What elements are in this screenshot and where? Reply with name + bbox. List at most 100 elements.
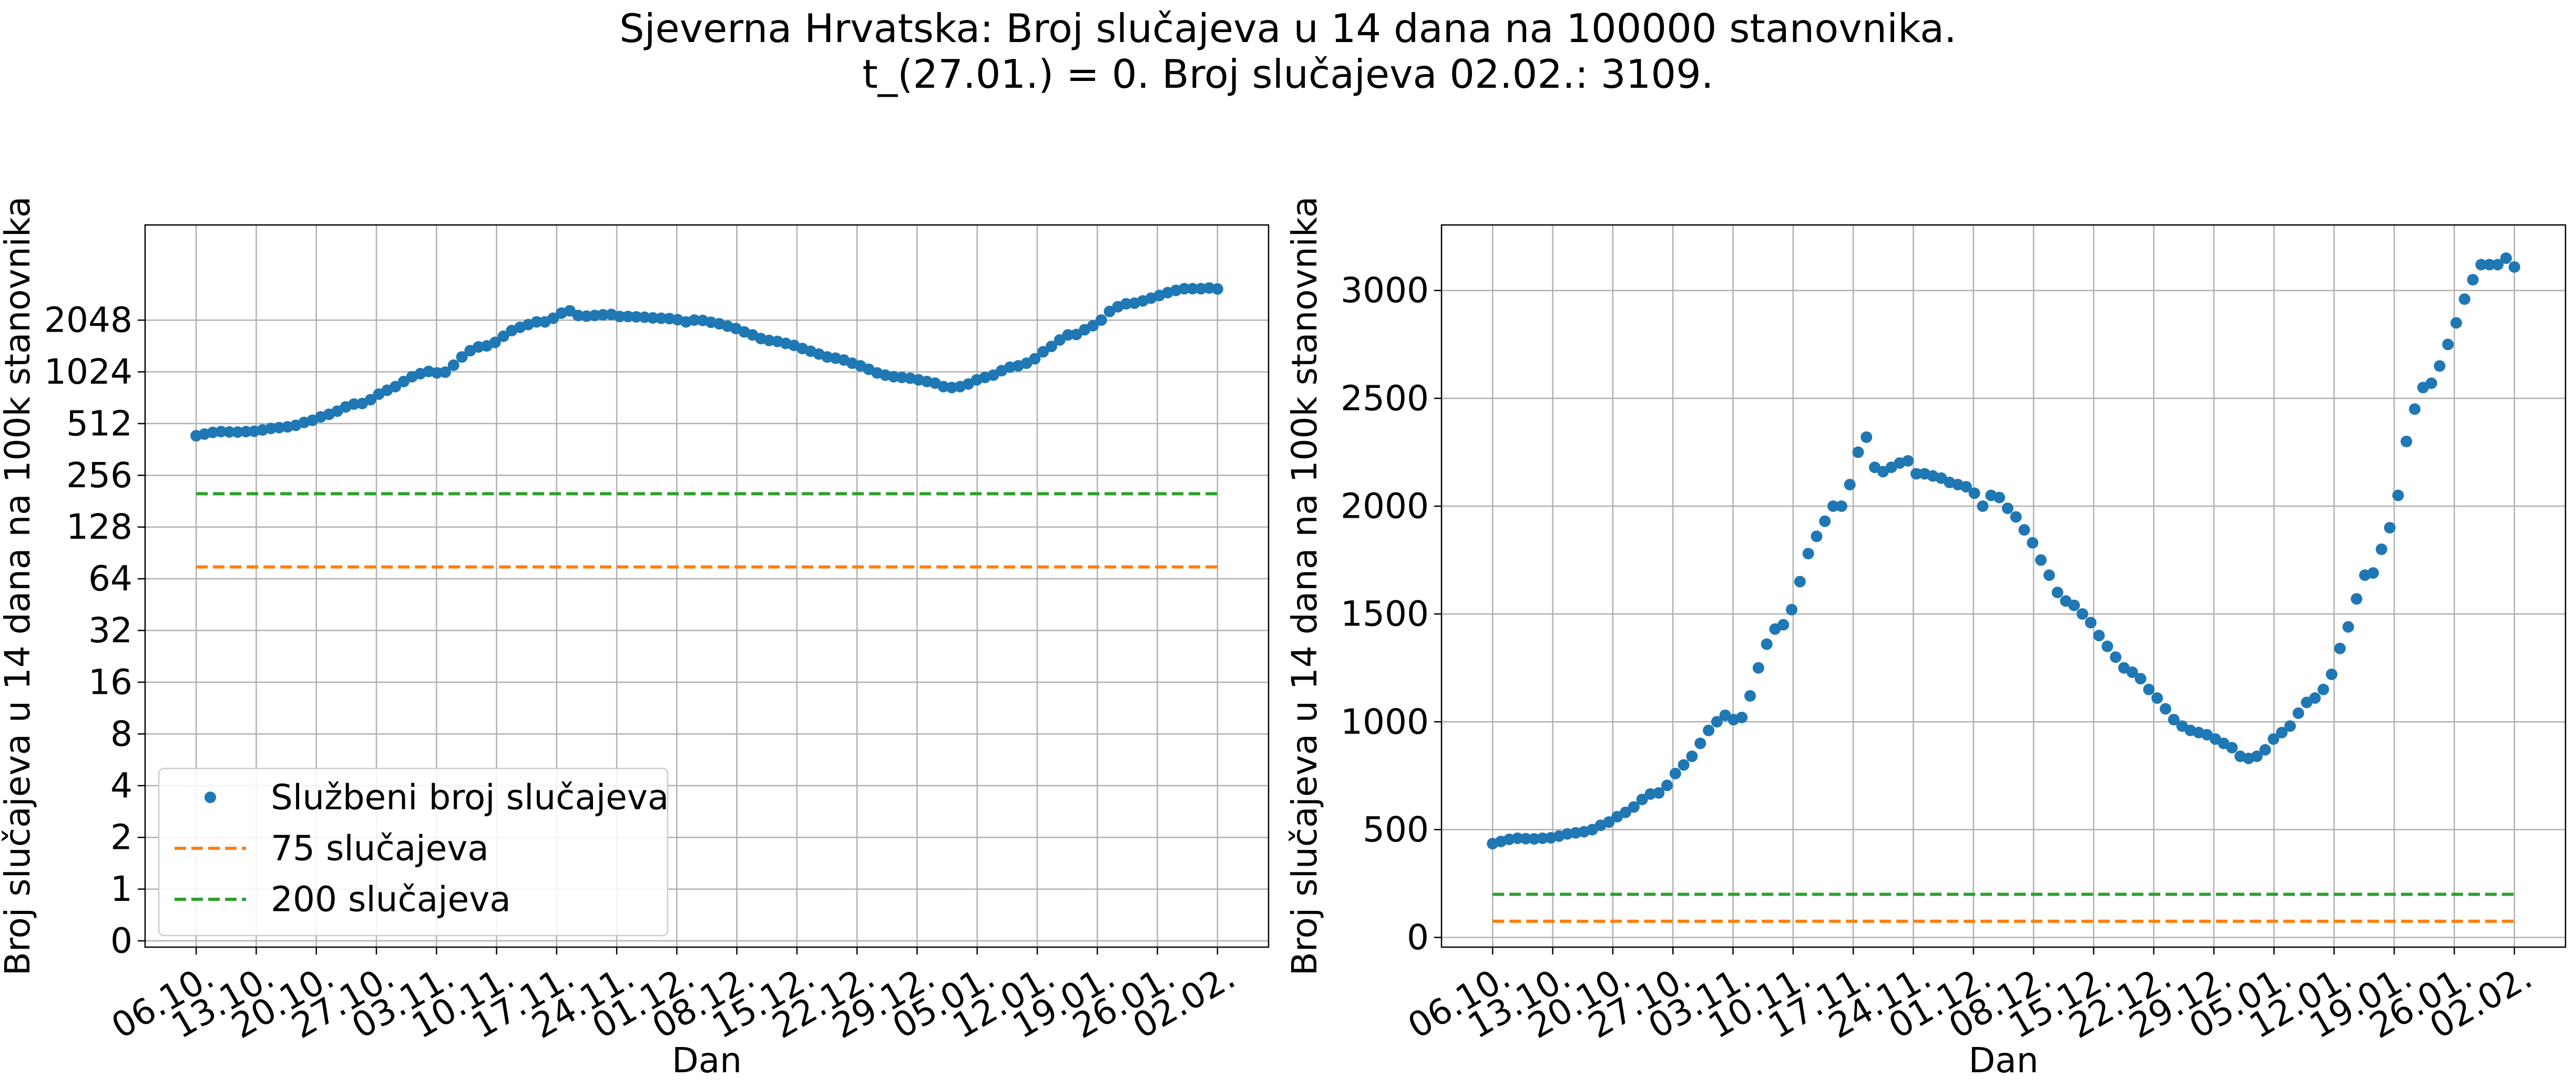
data-point xyxy=(2425,377,2437,389)
data-point xyxy=(1777,619,1790,631)
data-point xyxy=(232,426,244,438)
linear-scale-chart: 06.10.13.10.20.10.27.10.03.11.10.11.17.1… xyxy=(1284,197,2567,1081)
data-point xyxy=(622,311,634,323)
data-point xyxy=(348,398,360,410)
data-point xyxy=(589,310,601,322)
y-tick-label: 0 xyxy=(1407,917,1429,958)
figure-title-line-2: t_(27.01.) = 0. Broj slučajeva 02.02.: 3… xyxy=(862,51,1713,97)
data-point xyxy=(2251,750,2263,762)
y-tick-label: 256 xyxy=(66,455,132,496)
data-point xyxy=(390,381,402,393)
data-point xyxy=(1786,603,1798,615)
data-point xyxy=(530,316,543,328)
data-point xyxy=(2326,669,2338,681)
data-point xyxy=(1536,832,1548,844)
y-axis-label: Broj slučajeva u 14 dana na 100k stanovn… xyxy=(1284,197,1325,976)
x-axis-label: Dan xyxy=(1968,1040,2038,1081)
data-point xyxy=(2093,630,2105,642)
y-tick-label: 32 xyxy=(88,610,132,651)
data-point xyxy=(547,312,559,324)
y-tick-label: 16 xyxy=(88,662,132,702)
y-tick-label: 128 xyxy=(66,507,132,547)
data-point xyxy=(1195,283,1207,295)
data-point xyxy=(2392,489,2404,501)
data-point xyxy=(2475,259,2487,271)
data-point xyxy=(2110,651,2122,663)
data-point xyxy=(1819,515,1831,527)
y-tick-label: 8 xyxy=(110,714,132,754)
legend-label: 75 slučajeva xyxy=(271,828,489,869)
data-point xyxy=(2284,720,2296,732)
data-point xyxy=(2409,403,2421,415)
data-point xyxy=(1187,283,1199,295)
data-point xyxy=(1960,481,1972,493)
y-axis-label: Broj slučajeva u 14 dana na 100k stanovn… xyxy=(0,197,38,976)
data-point xyxy=(2226,742,2238,754)
data-point xyxy=(1744,690,1756,702)
data-point xyxy=(1087,320,1099,332)
data-point xyxy=(1603,816,1615,828)
data-point xyxy=(2143,683,2155,695)
data-point xyxy=(2508,261,2520,273)
data-point xyxy=(1861,431,1873,443)
figure-title-line-1: Sjeverna Hrvatska: Broj slučajeva u 14 d… xyxy=(619,5,1957,52)
legend-marker xyxy=(205,792,216,803)
data-point xyxy=(1520,833,1532,845)
data-point xyxy=(2027,537,2039,549)
data-point xyxy=(2292,707,2304,719)
data-point xyxy=(2400,435,2413,447)
data-point xyxy=(1802,548,1814,560)
data-point xyxy=(2010,511,2022,523)
y-tick-label: 1000 xyxy=(1341,702,1429,742)
data-point xyxy=(2018,524,2030,536)
data-point xyxy=(572,310,584,322)
data-point xyxy=(2276,726,2288,738)
y-tick-label: 2500 xyxy=(1341,378,1429,418)
data-point xyxy=(1661,779,1673,792)
data-point xyxy=(1511,832,1524,844)
data-point xyxy=(1062,329,1074,341)
data-point xyxy=(497,330,509,342)
data-point xyxy=(1678,759,1690,771)
legend: Službeni broj slučajeva 75 slučajeva 200 s… xyxy=(158,767,669,937)
data-point xyxy=(207,426,219,438)
data-point xyxy=(2442,338,2454,351)
data-point xyxy=(1827,500,1839,512)
data-point xyxy=(2168,714,2180,726)
data-point xyxy=(1994,491,2006,504)
data-point xyxy=(2001,502,2013,515)
y-tick-label: 500 xyxy=(1363,809,1429,850)
data-point xyxy=(2467,274,2479,286)
data-point xyxy=(1029,353,1041,365)
data-point xyxy=(447,359,459,371)
y-tick-label: 0 xyxy=(110,921,132,961)
data-point xyxy=(2035,554,2047,566)
x-axis-label: Dan xyxy=(672,1040,742,1081)
data-point xyxy=(1910,468,1923,480)
data-point xyxy=(2043,569,2055,581)
data-point xyxy=(2367,567,2379,579)
data-point xyxy=(2134,673,2146,685)
legend-box xyxy=(158,767,669,937)
data-point xyxy=(2126,666,2138,678)
data-point xyxy=(1736,712,1748,724)
data-point xyxy=(2375,543,2387,556)
data-point xyxy=(1703,724,1715,736)
legend-label: 200 slučajeva xyxy=(271,879,511,920)
data-point xyxy=(2101,640,2113,652)
data-point xyxy=(580,310,592,322)
data-point xyxy=(2459,293,2471,305)
data-point xyxy=(2077,608,2089,620)
data-point xyxy=(1711,716,1723,728)
data-point xyxy=(364,394,376,406)
data-point xyxy=(1977,500,1989,512)
data-point xyxy=(2084,617,2097,629)
data-point xyxy=(223,426,236,438)
data-point xyxy=(215,426,227,438)
data-point xyxy=(597,309,609,321)
data-point xyxy=(456,351,468,363)
y-tick-label: 4 xyxy=(110,765,132,806)
data-point xyxy=(240,426,252,438)
data-point xyxy=(2500,252,2512,264)
data-point xyxy=(2384,522,2396,534)
